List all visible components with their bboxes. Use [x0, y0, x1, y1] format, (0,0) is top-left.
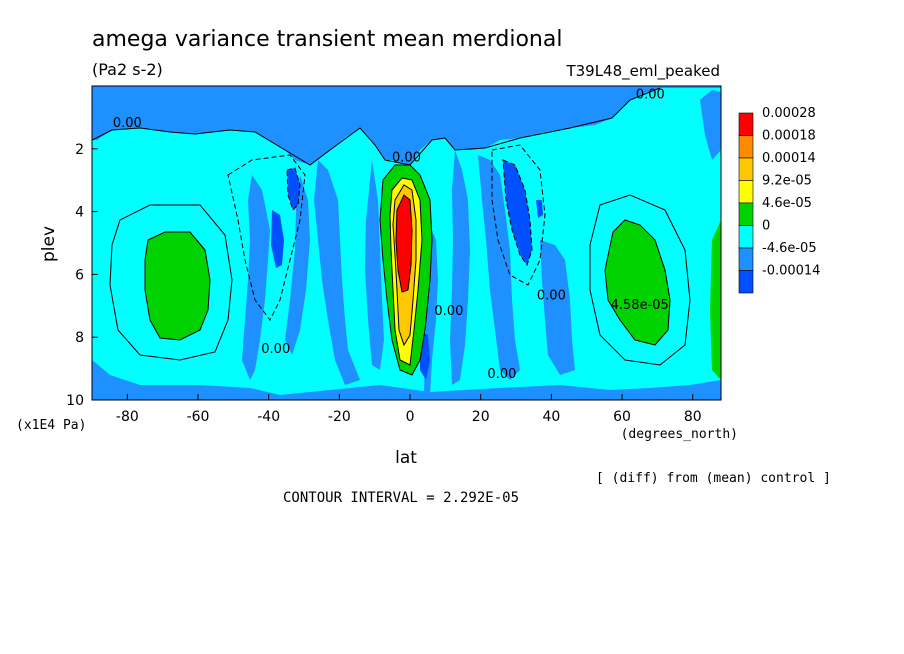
contour-label: 0.00 [636, 88, 665, 103]
colorbar-label: -0.00014 [762, 264, 820, 279]
x-tick-label: 40 [542, 409, 560, 425]
colorbar-legend: 0.00028 0.00018 0.00014 9.2e-05 4.6e-05 0 -4.6… [738, 106, 820, 294]
x-axis-label: lat [395, 448, 417, 468]
x-axis-units: (degrees_north) [621, 427, 738, 442]
y-tick-label: 4 [75, 205, 84, 221]
red-maximum [396, 195, 412, 292]
colorbar-swatch [738, 270, 754, 294]
x-tick-label: 80 [684, 409, 702, 425]
contour-label: 0.00 [537, 289, 566, 304]
x-tick-label: 60 [613, 409, 631, 425]
colorbar-swatch [738, 202, 754, 226]
negative-minima [271, 160, 543, 380]
colorbar-label: -4.6e-05 [762, 241, 817, 256]
y-tick-label: 2 [75, 142, 84, 158]
chart-units: (Pa2 s-2) [92, 60, 163, 79]
diff-note: [ (diff) from (mean) control ] [596, 471, 831, 486]
colorbar-swatch [738, 112, 754, 136]
plot-frame [91, 85, 722, 401]
x-tick-label: -20 [328, 409, 351, 425]
experiment-label: T39L48_eml_peaked [565, 62, 720, 81]
colorbar-label: 0.00028 [762, 106, 816, 121]
negative-contour-lines [227, 144, 546, 321]
x-tick-label: -80 [116, 409, 139, 425]
y-axis-label: plev [39, 226, 59, 262]
colorbar-label: 9.2e-05 [762, 174, 812, 189]
contour-label: 4.58e-05 [611, 298, 669, 313]
y-tick-label: 6 [75, 267, 84, 283]
colorbar-label: 4.6e-05 [762, 196, 812, 211]
colorbar-swatch [738, 157, 754, 181]
colorbar-label: 0.00018 [762, 129, 816, 144]
x-tick-label: 20 [472, 409, 490, 425]
y-tick-label: 10 [66, 393, 84, 409]
contour-lines [92, 87, 691, 376]
colorbar-label: 0 [762, 219, 770, 234]
x-axis: -80 -60 -40 -20 0 20 40 60 80 [116, 394, 702, 425]
x-tick-label: -40 [257, 409, 280, 425]
chart-title: amega variance transient mean merdional [92, 27, 562, 52]
y-tick-label: 8 [75, 330, 84, 346]
colorbar-label: 0.00014 [762, 151, 816, 166]
x-tick-label: 0 [406, 409, 415, 425]
contour-label: 0.00 [434, 304, 463, 319]
contour-interval-label: CONTOUR INTERVAL = 2.292E-05 [283, 490, 519, 506]
contour-label: 0.00 [392, 150, 421, 165]
colorbar-swatch [738, 225, 754, 249]
contour-field [92, 86, 721, 400]
contour-label: 0.00 [487, 367, 516, 382]
y-axis: 2 4 6 8 10 [66, 142, 98, 409]
colorbar-swatch [738, 180, 754, 204]
colorbar-swatch [738, 247, 754, 271]
colorbar-swatch [738, 135, 754, 159]
contour-label: 0.00 [261, 342, 290, 357]
y-axis-units: (x1E4 Pa) [16, 418, 86, 433]
x-tick-label: -60 [187, 409, 210, 425]
contour-label-group: 0.00 0.00 0.00 0.00 0.00 0.00 0.00 4.58e-05 [113, 88, 669, 382]
contour-label: 0.00 [113, 116, 142, 131]
